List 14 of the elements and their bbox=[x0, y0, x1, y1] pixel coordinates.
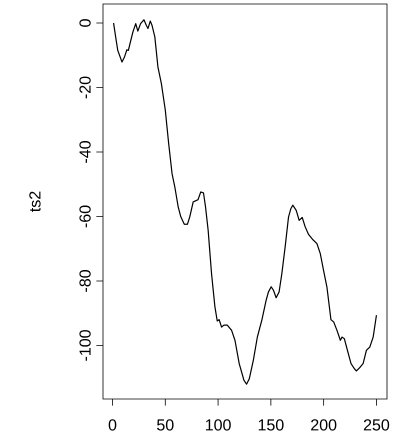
y-tick-label: -20 bbox=[79, 76, 91, 98]
y-tick-label: -60 bbox=[79, 206, 91, 228]
y-tick-label: -40 bbox=[79, 141, 91, 163]
y-tick-label: -100 bbox=[79, 330, 91, 361]
y-tick-label: 0 bbox=[79, 19, 91, 27]
x-tick-label: 0 bbox=[108, 419, 116, 431]
line-series bbox=[112, 19, 378, 385]
x-tick-label: 250 bbox=[364, 419, 390, 431]
x-tick-label: 200 bbox=[311, 419, 336, 431]
x-tick-label: 150 bbox=[258, 419, 284, 431]
x-tick-label: 50 bbox=[157, 419, 174, 431]
x-tick-label: 100 bbox=[206, 419, 231, 431]
y-axis-title: ts2 bbox=[29, 192, 41, 212]
y-tick-label: -80 bbox=[79, 270, 91, 292]
